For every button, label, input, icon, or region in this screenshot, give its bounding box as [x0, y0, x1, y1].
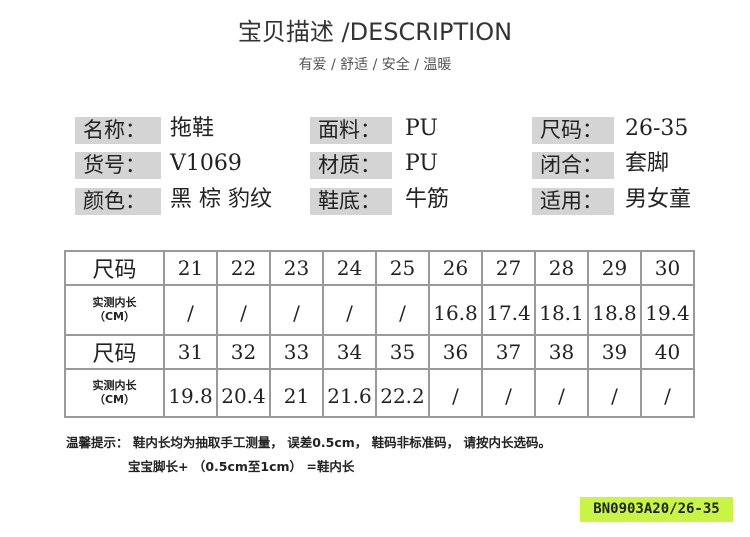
size-row: 尺码 31 32 33 34 35 36 37 38 39 40: [64, 334, 695, 370]
size-table: 尺码 21 22 23 24 25 26 27 28 29 30 实测内长 （CM） / / / //16.8 1…: [64, 250, 695, 418]
page-subtitle: 有爱 / 舒适 / 安全 / 温暖: [298, 57, 452, 73]
size-cell: 33: [269, 334, 324, 370]
size-cell: 26: [428, 250, 483, 286]
length-header-unit: （CM）: [93, 393, 136, 406]
length-cell: 16.8: [428, 284, 483, 336]
spec-value: PU: [405, 116, 438, 141]
spec-label: 闭合：: [532, 152, 614, 179]
spec-value: 拖鞋: [170, 116, 215, 141]
length-cell: /: [587, 368, 642, 418]
size-cell: 39: [587, 334, 642, 370]
spec-label: 面料：: [310, 117, 392, 144]
length-cell: /: [481, 368, 536, 418]
size-cell: 32: [216, 334, 271, 370]
length-cell: /: [640, 368, 695, 418]
length-cell: /: [163, 284, 218, 336]
size-cell: 31: [163, 334, 218, 370]
length-header: 实测内长 （CM）: [64, 368, 165, 418]
size-cell: 22: [216, 250, 271, 286]
spec-label: 名称：: [75, 117, 161, 144]
spec-label: 尺码：: [532, 117, 614, 144]
length-cell: 18.8: [587, 284, 642, 336]
size-cell: 23: [269, 250, 324, 286]
spec-label: 材质：: [310, 152, 392, 179]
size-cell: 40: [640, 334, 695, 370]
size-cell: 28: [534, 250, 589, 286]
size-cell: 25: [375, 250, 430, 286]
size-header: 尺码: [64, 250, 165, 286]
size-row: 尺码 21 22 23 24 25 26 27 28 29 30: [64, 250, 695, 286]
length-cell: /: [322, 284, 377, 336]
length-cell: 21: [269, 368, 324, 418]
size-header: 尺码: [64, 334, 165, 370]
length-header-unit: （CM）: [93, 310, 136, 323]
size-cell: 30: [640, 250, 695, 286]
size-cell: 24: [322, 250, 377, 286]
length-row: 实测内长 （CM） 19.8 20.4 21 21.6 22.2// / / /: [64, 368, 695, 418]
spec-label: 鞋底：: [310, 188, 392, 215]
page-title: 宝贝描述 /DESCRIPTION: [237, 18, 513, 46]
length-row: 实测内长 （CM） / / / //16.8 17.4 18.1 18.8 19.4: [64, 284, 695, 336]
spec-value: 黑 棕 豹纹: [170, 187, 272, 212]
length-header: 实测内长 （CM）: [64, 284, 165, 336]
length-cell: 20.4: [216, 368, 271, 418]
length-cell: /: [216, 284, 271, 336]
spec-value: PU: [405, 151, 438, 176]
tip-note: 温馨提示： 鞋内长均为抽取手工测量， 误差0.5cm， 鞋码非标准码， 请按内长…: [66, 435, 551, 450]
spec-value: 牛筋: [405, 187, 450, 212]
size-cell: 34: [322, 334, 377, 370]
length-cell: /: [534, 368, 589, 418]
spec-value: V1069: [170, 151, 242, 176]
length-cell: /: [375, 284, 430, 336]
length-cell: /: [269, 284, 324, 336]
spec-label: 颜色：: [75, 188, 161, 215]
length-header-label: 实测内长: [92, 296, 137, 309]
foot-length-note: 宝宝脚长+ （0.5cm至1cm） =鞋内长: [128, 459, 355, 474]
spec-label: 适用：: [532, 188, 614, 215]
length-cell: 19.8: [163, 368, 218, 418]
length-cell: 21.6: [322, 368, 377, 418]
spec-value: 26-35: [625, 116, 689, 141]
size-cell: 35: [375, 334, 430, 370]
size-cell: 38: [534, 334, 589, 370]
length-cell: 18.1: [534, 284, 589, 336]
spec-value: 套脚: [625, 151, 670, 176]
length-header-label: 实测内长: [92, 379, 137, 392]
product-code-badge: BN0903A20/26-35: [580, 497, 733, 522]
size-cell: 36: [428, 334, 483, 370]
size-cell: 27: [481, 250, 536, 286]
spec-label: 货号：: [75, 152, 161, 179]
spec-value: 男女童: [625, 187, 692, 212]
length-cell: 17.4: [481, 284, 536, 336]
length-cell: 19.4: [640, 284, 695, 336]
size-cell: 21: [163, 250, 218, 286]
length-cell: /: [428, 368, 483, 418]
size-cell: 37: [481, 334, 536, 370]
length-cell: 22.2: [375, 368, 430, 418]
size-cell: 29: [587, 250, 642, 286]
